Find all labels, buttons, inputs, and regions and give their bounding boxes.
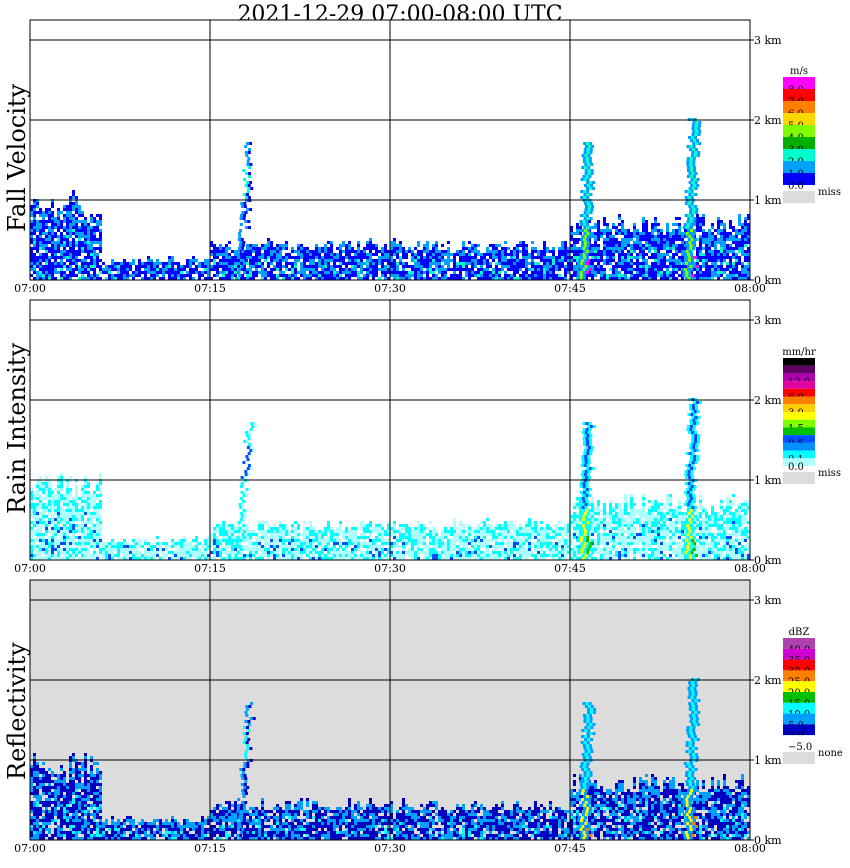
- colorbar-unit: m/s: [790, 66, 808, 77]
- x-tick-label: 07:45: [554, 562, 586, 575]
- colorbar-miss-swatch: [783, 472, 815, 484]
- colorbar-swatch: [783, 396, 815, 405]
- x-tick-label: 07:15: [194, 562, 226, 575]
- x-tick-label: 07:15: [194, 842, 226, 855]
- y-tick-label: 2 km: [754, 394, 782, 407]
- colorbar-swatch: [783, 388, 815, 397]
- y-tick-label: 2 km: [754, 674, 782, 687]
- y-tick-label: 3 km: [754, 314, 782, 327]
- y-tick-label: 1 km: [754, 194, 782, 207]
- echo-field: [30, 398, 750, 560]
- colorbar-miss-label: none: [818, 748, 843, 759]
- colorbar-swatch: [783, 427, 815, 436]
- panel-rain-intensity: 0 km 1 km 2 km 3 km 07:00 07:15 07:30 07:45 08:0…: [14, 299, 841, 575]
- colorbar-swatch: [783, 137, 815, 149]
- y-tick-label: 0 km: [754, 834, 782, 847]
- x-tick-label: 08:00: [734, 842, 766, 855]
- colorbar-swatch: [783, 113, 815, 125]
- colorbar-miss-swatch: [783, 191, 815, 203]
- x-tick-label: 07:00: [14, 562, 46, 575]
- x-tick-label: 07:15: [194, 282, 226, 295]
- colorbar-label: 0.0: [788, 181, 804, 192]
- colorbar-swatch: [783, 670, 815, 682]
- colorbar-swatch: [783, 419, 815, 428]
- colorbar-miss-swatch: [783, 752, 815, 764]
- colorbar-miss-label: miss: [818, 468, 841, 479]
- panel-fall-velocity: 0 km 1 km 2 km 3 km 07:00 07:15 07:30 07:45 08:0…: [14, 19, 841, 295]
- colorbar-unit: mm/hr: [782, 347, 816, 358]
- colorbar-swatch: [783, 404, 815, 412]
- colorbar-unit: dBZ: [789, 627, 810, 638]
- colorbar-swatch: [783, 77, 815, 89]
- y-tick-label: 3 km: [754, 594, 782, 607]
- panel-reflectivity: 0 km 1 km 2 km 3 km 07:00 07:15 07:30 07:45 08:0…: [14, 579, 843, 855]
- colorbar-swatch: [783, 125, 815, 137]
- colorbar-label: −5.0: [788, 742, 812, 753]
- colorbar-swatch: [783, 442, 815, 451]
- colorbar-swatch: [783, 724, 815, 736]
- colorbar-swatch: [783, 89, 815, 101]
- x-tick-label: 07:00: [14, 282, 46, 295]
- x-tick-label: 08:00: [734, 282, 766, 295]
- colorbar-swatch: [783, 149, 815, 161]
- colorbar-swatch: [783, 458, 815, 466]
- colorbar-swatch: [783, 692, 815, 703]
- colorbar-swatch: [783, 365, 815, 374]
- echo-field: [30, 118, 750, 280]
- y-tick-label: 1 km: [754, 754, 782, 767]
- colorbar-swatch: [783, 713, 815, 725]
- plot-frame: [29, 19, 751, 281]
- y-tick-label: 0 km: [754, 274, 782, 287]
- colorbar-swatch: [783, 358, 815, 366]
- colorbar-swatch: [783, 681, 815, 692]
- colorbar-swatch: [783, 450, 815, 459]
- y-tick-label: 0 km: [754, 554, 782, 567]
- x-tick-label: 07:45: [554, 842, 586, 855]
- colorbar-swatch: [783, 381, 815, 389]
- colorbar-swatch: [783, 101, 815, 113]
- colorbar-swatch: [783, 659, 815, 671]
- colorbar-label: 0.0: [788, 462, 804, 473]
- x-tick-label: 07:45: [554, 282, 586, 295]
- x-tick-label: 07:30: [374, 842, 406, 855]
- plot-frame: [29, 299, 751, 561]
- colorbar-swatch: [783, 161, 815, 173]
- colorbar-miss-label: miss: [818, 187, 841, 198]
- colorbar-swatch: [783, 648, 815, 660]
- colorbar-swatch: [783, 702, 815, 714]
- x-tick-label: 07:00: [14, 842, 46, 855]
- x-tick-label: 08:00: [734, 562, 766, 575]
- y-tick-label: 1 km: [754, 474, 782, 487]
- x-tick-label: 07:30: [374, 562, 406, 575]
- x-tick-label: 07:30: [374, 282, 406, 295]
- colorbar-swatch: [783, 412, 815, 420]
- y-tick-label: 2 km: [754, 114, 782, 127]
- colorbar-swatch: [783, 735, 815, 746]
- colorbar-swatch: [783, 373, 815, 382]
- plot-frame: [29, 579, 751, 841]
- colorbar-swatch: [783, 638, 815, 649]
- colorbar-swatch: [783, 173, 815, 185]
- y-tick-label: 3 km: [754, 34, 782, 47]
- colorbar-swatch: [783, 435, 815, 443]
